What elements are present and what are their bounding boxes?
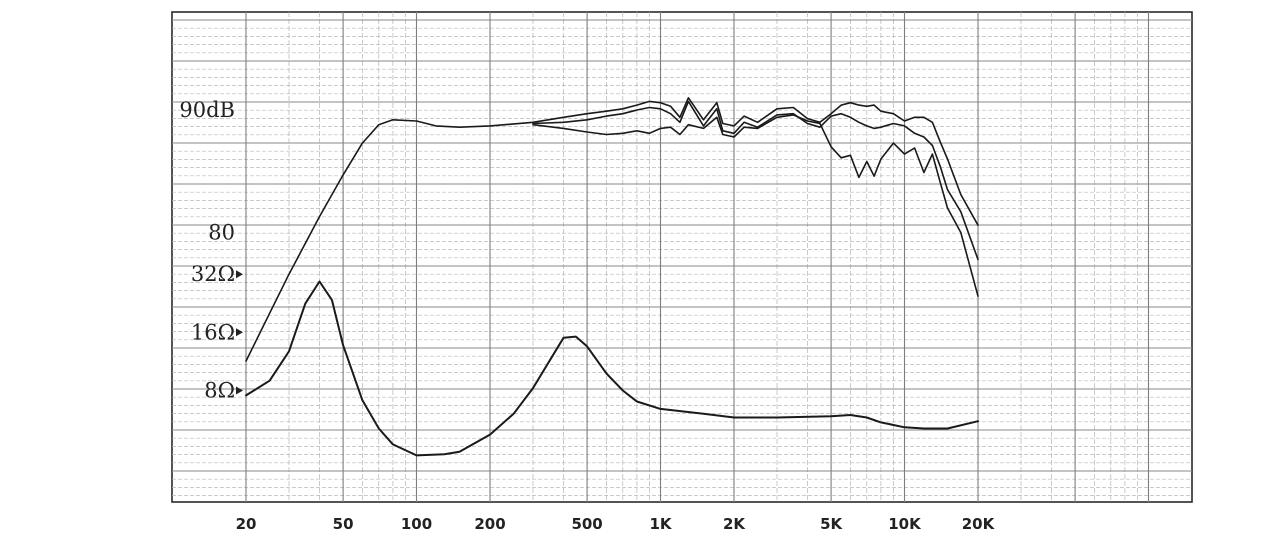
- spl-curve-2: [532, 100, 979, 261]
- x-tick-label: 1K: [649, 515, 672, 533]
- x-tick-label: 2K: [723, 515, 746, 533]
- y-tick-label: 16Ω: [191, 320, 235, 344]
- spl-curve-3: [532, 114, 979, 298]
- x-tick-label: 20K: [962, 515, 996, 533]
- spl-curve-1: [245, 97, 979, 362]
- x-tick-label: 20: [236, 515, 257, 533]
- x-tick-label: 500: [571, 515, 602, 533]
- y-tick-label: 32Ω: [191, 262, 235, 286]
- y-tick-label: 8Ω: [204, 379, 235, 403]
- curves: [245, 97, 979, 457]
- y-tick-label: 80: [208, 221, 235, 245]
- impedance-curve: [245, 280, 979, 457]
- major-grid: [172, 12, 1192, 502]
- x-tick-label: 100: [401, 515, 432, 533]
- x-tick-label: 10K: [888, 515, 922, 533]
- y-axis-labels: 90dB 80 32Ω 16Ω 8Ω: [179, 98, 243, 403]
- x-axis-labels: 20 50 100 200 500 1K 2K 5K 10K 20K: [236, 515, 996, 533]
- y-tick-arrow: [236, 270, 243, 279]
- y-tick-label: 90dB: [179, 98, 235, 122]
- x-tick-label: 200: [474, 515, 505, 533]
- x-tick-label: 5K: [820, 515, 843, 533]
- x-tick-label: 50: [333, 515, 354, 533]
- y-tick-arrow: [236, 386, 243, 395]
- y-tick-arrow: [236, 328, 243, 337]
